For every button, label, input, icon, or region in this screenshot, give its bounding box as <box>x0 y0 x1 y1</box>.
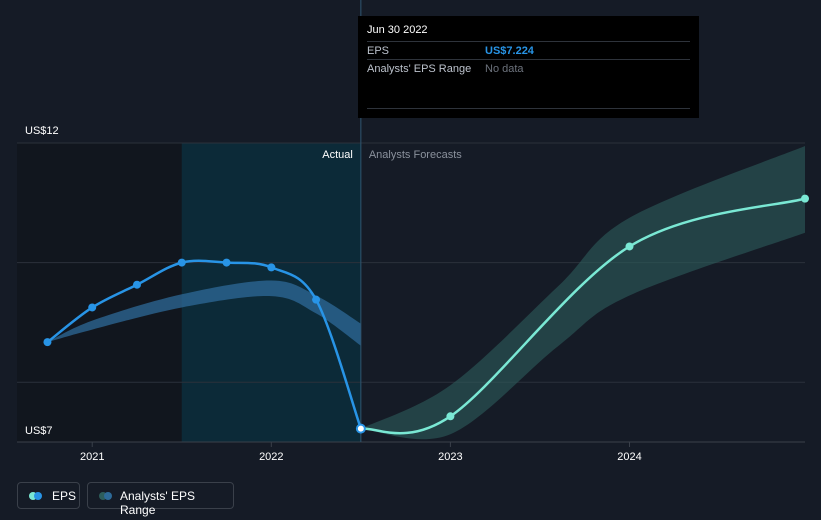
tooltip: Jun 30 2022 EPS US$7.224 Analysts' EPS R… <box>358 16 699 118</box>
legend-range-button[interactable]: Analysts' EPS Range <box>87 482 234 517</box>
tooltip-eps-value: US$7.224 <box>485 45 534 57</box>
x-tick-label: 2021 <box>80 451 104 463</box>
past-period-shade <box>17 143 182 442</box>
eps-point <box>312 295 321 304</box>
eps-point <box>267 263 276 272</box>
forecast-line <box>360 197 806 435</box>
range-legend-dot-icon <box>104 492 112 500</box>
eps-line <box>46 259 363 430</box>
eps-legend-dot-icon <box>34 492 42 500</box>
legend-eps-button[interactable]: EPS <box>17 482 80 509</box>
eps-legend-dot-icon <box>29 492 37 500</box>
forecast-point <box>625 242 634 251</box>
y-tick-label: US$7 <box>25 425 53 437</box>
eps-point <box>43 338 52 347</box>
legend-range-label: Analysts' EPS Range <box>120 489 195 517</box>
forecast-region-label: Analysts Forecasts <box>369 149 462 161</box>
tooltip-eps-label: EPS <box>367 45 390 57</box>
actual-region-label: Actual <box>322 149 353 161</box>
range-legend-dot-icon <box>99 492 107 500</box>
eps-point <box>177 258 186 267</box>
x-tick-label: 2023 <box>438 451 462 463</box>
forecast-point <box>801 194 809 203</box>
forecast-point <box>446 412 455 421</box>
eps-point <box>132 280 141 289</box>
x-tick-label: 2024 <box>617 451 641 463</box>
eps-point <box>222 258 231 267</box>
tooltip-divider <box>367 108 690 109</box>
range-band <box>47 280 361 346</box>
tooltip-range-value: No data <box>485 63 524 75</box>
tooltip-range-label: Analysts' EPS Range <box>367 63 472 75</box>
tooltip-date: Jun 30 2022 <box>367 24 428 36</box>
eps-point <box>88 303 97 312</box>
tooltip-eps-row: EPS US$7.224 <box>367 41 690 60</box>
range-band <box>360 145 805 440</box>
eps-point <box>355 423 366 434</box>
tooltip-range-row: Analysts' EPS Range No data <box>367 59 690 78</box>
y-tick-label: US$12 <box>25 125 59 137</box>
legend-eps-label: EPS <box>52 489 77 503</box>
x-tick-label: 2022 <box>259 451 283 463</box>
